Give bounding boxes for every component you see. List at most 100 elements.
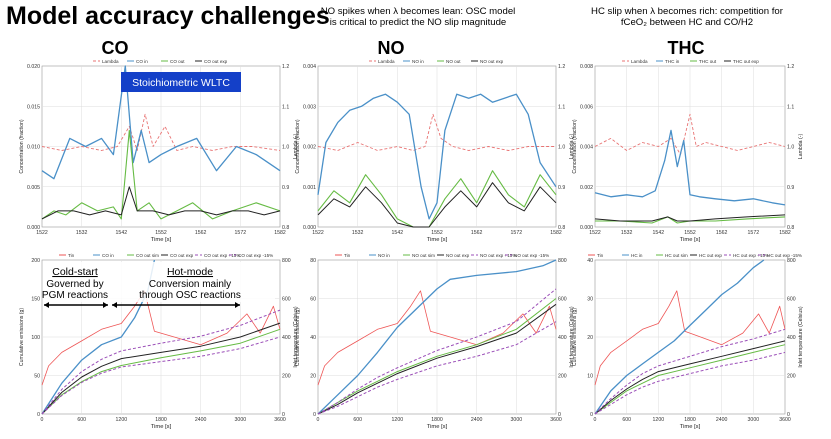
x-tick-label: 3000 — [748, 417, 760, 423]
y-tick-label: 0.008 — [580, 64, 593, 70]
y2-axis-label: Lambda (-) — [569, 134, 575, 160]
y2-tick-label: 1.2 — [787, 64, 794, 70]
x-tick-label: 1200 — [116, 417, 128, 423]
y-tick-label: 0.003 — [303, 104, 316, 110]
cold-start-line: PGM reactions — [42, 290, 108, 301]
x-tick-label: 2400 — [195, 417, 207, 423]
y-tick-label: 0.002 — [303, 145, 316, 151]
legend-label: Tin — [344, 253, 351, 258]
y2-tick-label: 1.1 — [282, 104, 289, 110]
y2-tick-label: 400 — [787, 335, 796, 341]
x-tick-label: 1522 — [36, 230, 48, 236]
series-line-no-in — [317, 93, 557, 220]
series-line-tin — [594, 290, 786, 386]
y2-tick-label: 800 — [282, 258, 291, 264]
series-line-lambda — [41, 113, 281, 151]
y2-tick-label: 200 — [558, 374, 567, 380]
highlight-background — [121, 72, 241, 92]
y-tick-label: 0 — [313, 412, 316, 418]
chart-panel-NO-cumulative: 0 600 1200 1800 2400 3000 36000204060800200400… — [295, 253, 575, 430]
x-tick-label: 1200 — [392, 417, 404, 423]
y-tick-label: 0.004 — [580, 145, 593, 151]
x-tick-label: 1582 — [550, 230, 562, 236]
y-tick-label: 0.004 — [303, 64, 316, 70]
y2-tick-label: 600 — [787, 297, 796, 303]
y2-tick-label: 400 — [282, 335, 291, 341]
legend-label: NO out — [446, 59, 461, 64]
legend-label: Tin — [68, 253, 75, 258]
legend: Lambda CO in CO out CO out exp — [93, 59, 228, 64]
y-tick-label: 80 — [310, 258, 316, 264]
highlight-label: Stoichiometric WLTC — [132, 77, 230, 89]
slide-title: Model accuracy challenges — [6, 2, 330, 30]
series-line-hc-out-exp-15- — [594, 351, 786, 415]
series-line-co-out-exp-15- — [41, 336, 281, 415]
x-tick-label: 1572 — [511, 230, 523, 236]
series-line-lambda — [317, 113, 556, 151]
y-tick-label: 20 — [587, 335, 593, 341]
y2-tick-label: 0.9 — [558, 185, 565, 191]
no-note-line-2: is critical to predict the NO slip magni… — [329, 17, 507, 28]
legend-label: NO out sim — [412, 253, 435, 258]
y2-tick-label: 0 — [282, 412, 285, 418]
y2-tick-label: 800 — [558, 258, 567, 264]
y-axis-label: Cumulative emissions (g) — [572, 308, 578, 367]
x-tick-label: 1800 — [155, 417, 167, 423]
y-tick-label: 30 — [587, 297, 593, 303]
legend: Tin HC in HC out sim HC out exp HC out exp +… — [588, 253, 802, 258]
annotation-backdrop — [43, 262, 275, 302]
series-line-thc-in — [594, 129, 786, 206]
legend-label: HC out exp -15% — [767, 253, 802, 258]
chart-panel-THC-instant: 1522 1532 1542 1552 1562 1572 1582 0.000 0.002 0.… — [572, 59, 804, 243]
hot-mode-line: through OSC reactions — [139, 290, 241, 301]
legend-label: NO in — [378, 253, 390, 258]
highlight-box: Stoichiometric WLTC — [121, 72, 241, 92]
x-tick-label: 1522 — [589, 230, 601, 236]
series-line-hc-out-exp-15- — [594, 328, 786, 415]
y2-tick-label: 0.9 — [282, 185, 289, 191]
y2-tick-label: 200 — [282, 374, 291, 380]
series-line-hc-out-exp — [594, 340, 786, 415]
y-tick-label: 10 — [587, 374, 593, 380]
y-tick-label: 0.015 — [27, 104, 40, 110]
legend-label: CO in — [136, 59, 148, 64]
y2-tick-label: 1.1 — [558, 104, 565, 110]
series-line-no-in — [317, 259, 557, 415]
cold-start-arrow-head-left — [44, 302, 49, 308]
series-line-tin — [41, 290, 281, 386]
y-tick-label: 100 — [31, 335, 40, 341]
x-axis-label: Time [s] — [427, 237, 448, 243]
y2-tick-label: 1.2 — [558, 64, 565, 70]
legend-label: CO out exp — [170, 253, 194, 258]
series-line-no-out-exp — [317, 303, 557, 415]
legend-label: HC out sim — [665, 253, 688, 258]
y-tick-label: 0.010 — [27, 145, 40, 151]
y2-tick-label: 0 — [787, 412, 790, 418]
legend-label: THC in — [665, 59, 680, 64]
y-tick-label: 0.000 — [303, 225, 316, 231]
hot-mode-arrow-head-right — [235, 302, 240, 308]
legend-label: THC out — [699, 59, 717, 64]
legend-label: HC out exp +15% — [733, 253, 769, 258]
y-axis-label: Cumulative emissions (g) — [295, 308, 301, 367]
column-title-co: CO — [101, 38, 129, 58]
y-tick-label: 200 — [31, 258, 40, 264]
legend-label: NO out exp -15% — [514, 253, 549, 258]
legend-label: Lambda — [631, 59, 648, 64]
legend-label: NO out exp — [446, 253, 470, 258]
x-tick-label: 1552 — [155, 230, 167, 236]
y-axis-label: Concentration (fraction) — [295, 119, 301, 173]
hot-mode-arrow-head-left — [112, 302, 117, 308]
x-tick-label: 1562 — [716, 230, 728, 236]
y-tick-label: 0.002 — [580, 185, 593, 191]
y-tick-label: 50 — [34, 374, 40, 380]
series-line-no-out-exp — [317, 182, 557, 228]
x-axis-label: Time [s] — [680, 237, 701, 243]
column-title-thc: THC — [667, 38, 705, 58]
cold-start-line: Governed by — [46, 279, 103, 290]
legend-label: THC out exp — [733, 59, 759, 64]
x-axis-label: Time [s] — [680, 424, 701, 430]
y-tick-label: 40 — [310, 335, 316, 341]
y2-tick-label: 1.1 — [787, 104, 794, 110]
